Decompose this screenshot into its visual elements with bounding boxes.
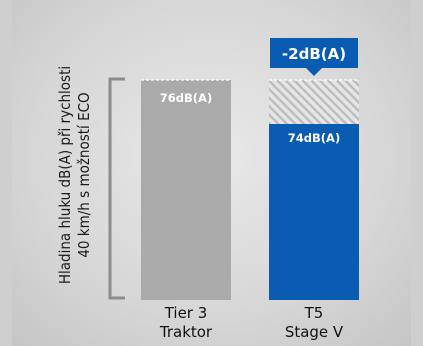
bars-group: 76dB(A) 74dB(A) -2dB(A) xyxy=(141,38,359,300)
category-label-tier3-line-2: Traktor xyxy=(159,323,213,341)
reduction-callout-label: -2dB(A) xyxy=(282,45,346,63)
reduction-callout-box xyxy=(270,38,358,76)
y-axis-label-line-2: 40 km/h s možností ECO xyxy=(75,92,93,257)
category-label-tier3-line-1: Tier 3 xyxy=(164,304,208,322)
data-label-tier3: 76dB(A) xyxy=(160,91,212,105)
category-label-t5-line-1: T5 xyxy=(304,304,324,322)
y-axis-label-line-1: Hladina hluku dB(A) při rychlosti xyxy=(56,66,74,284)
category-label-t5-line-2: Stage V xyxy=(285,323,344,341)
data-label-t5: 74dB(A) xyxy=(288,131,340,145)
value-range-bracket xyxy=(108,77,125,300)
bar-1 xyxy=(141,80,231,300)
bar-2 xyxy=(269,124,359,300)
reduction-hatch xyxy=(269,80,359,124)
